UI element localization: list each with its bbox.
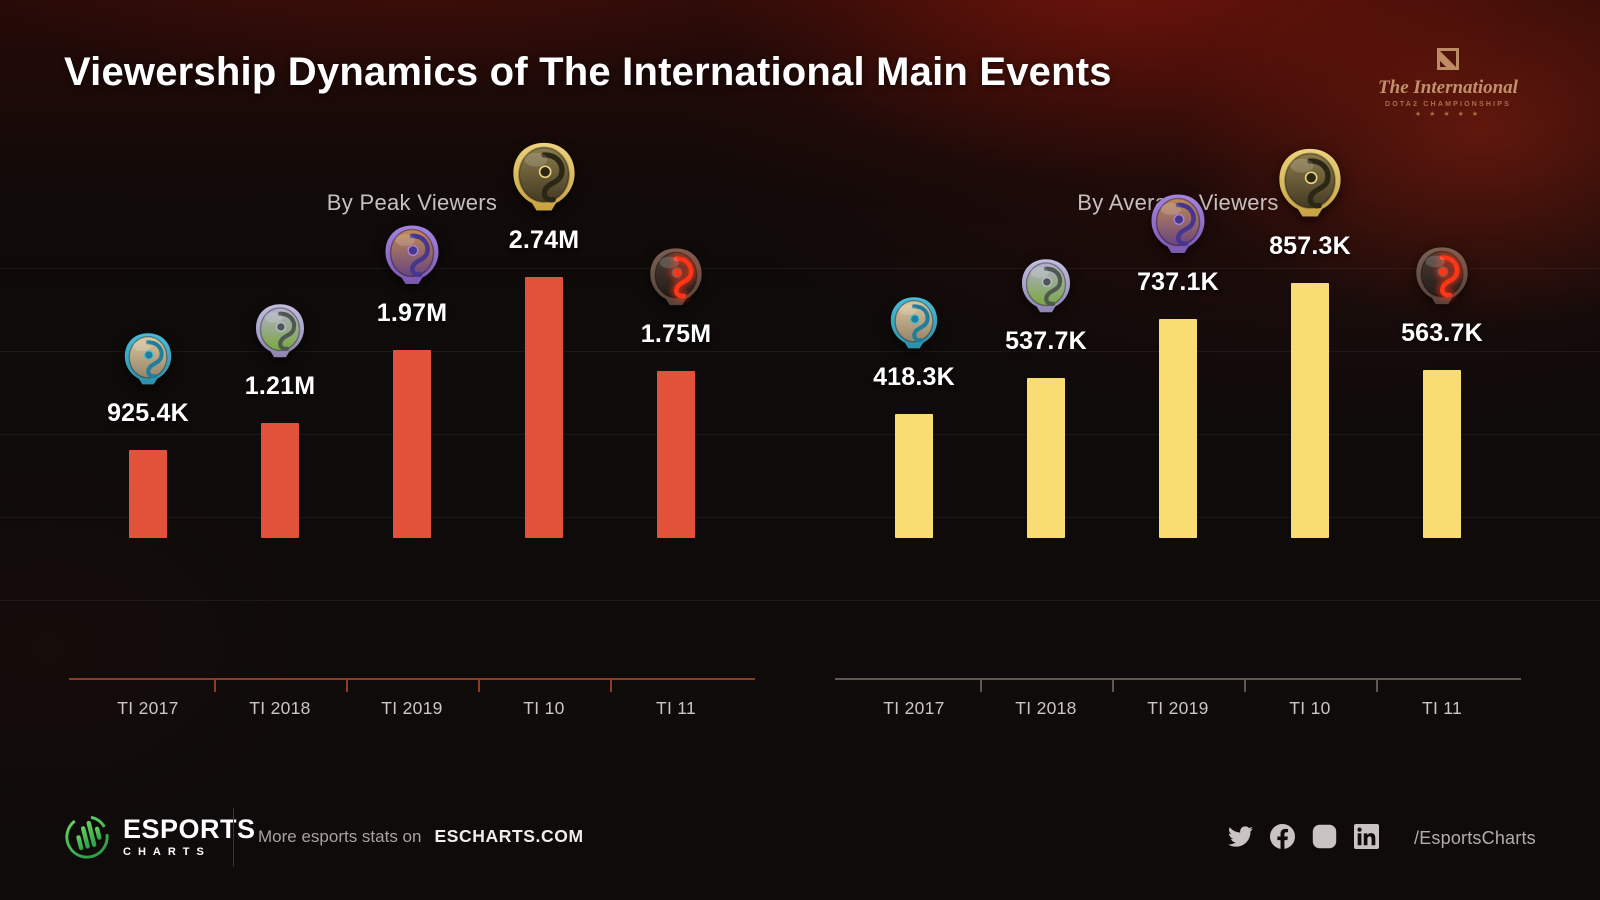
bar-group-ti-2017: 418.3K <box>848 295 980 538</box>
event-name-prefix: The <box>1378 77 1409 98</box>
axis-tick <box>478 680 480 692</box>
axis-tick <box>1244 680 1246 692</box>
bar-group-ti-2019: 1.97M <box>346 223 478 538</box>
x-axis-label: TI 2019 <box>381 698 443 718</box>
gridline <box>0 268 1600 269</box>
x-axis-labels: TI 2017 TI 2018 TI 2019 TI 10 TI 11 <box>82 698 742 719</box>
esports-charts-brand: ESPORTS CHARTS <box>64 814 256 860</box>
bar-group-ti-2019: 737.1K <box>1112 192 1244 538</box>
axis-tick <box>610 680 612 692</box>
x-axis-label: TI 11 <box>1421 698 1463 718</box>
event-name: The International <box>1378 78 1518 98</box>
event-subtitle: DOTA2 CHAMPIONSHIPS <box>1384 101 1512 108</box>
x-axis-label: TI 2017 <box>883 698 945 718</box>
bar <box>1291 283 1329 538</box>
dota2-logo-icon <box>1437 48 1459 70</box>
aegis-ti11-icon <box>645 246 707 308</box>
bar-group-ti-2018: 1.21M <box>214 302 346 538</box>
facebook-icon[interactable] <box>1270 823 1295 849</box>
bar-value-label: 1.21M <box>244 372 316 400</box>
gridline <box>0 434 1600 435</box>
bar-group-ti-11: 1.75M <box>610 246 742 538</box>
page-title: Viewership Dynamics of The International… <box>64 50 1112 94</box>
event-name-main: International <box>1413 77 1518 98</box>
average-viewers-chart: By Average Viewers 418.3K <box>835 0 1521 760</box>
aegis-ti2018-icon <box>251 302 309 360</box>
chart-subtitle-peak: By Peak Viewers <box>326 190 498 215</box>
axis-tick <box>1376 680 1378 692</box>
gridline <box>0 517 1600 518</box>
axis-tick <box>346 680 348 692</box>
twitter-icon[interactable] <box>1228 824 1253 849</box>
x-axis-label: TI 11 <box>655 698 697 718</box>
x-axis-line <box>69 678 755 680</box>
bar-value-label: 1.97M <box>376 299 448 327</box>
bar-value-label: 857.3K <box>1269 232 1351 260</box>
axis-tick <box>1112 680 1114 692</box>
bar <box>1027 378 1065 538</box>
bar-value-label: 537.7K <box>1005 327 1087 355</box>
bar-value-label: 418.3K <box>873 363 955 391</box>
brand-name-sub: CHARTS <box>123 846 211 858</box>
axis-tick <box>214 680 216 692</box>
bar <box>261 423 299 538</box>
event-stars: ★ ★ ★ ★ ★ <box>1414 111 1482 118</box>
x-axis-line <box>835 678 1521 680</box>
bar-group-ti-10: 2.74M <box>478 140 610 538</box>
bar-group-ti-11: 563.7K <box>1376 245 1508 538</box>
aegis-ti2019-icon <box>1146 192 1210 256</box>
bar-value-label: 737.1K <box>1137 268 1219 296</box>
gridline <box>0 600 1600 601</box>
x-axis-label: TI 2018 <box>1015 698 1077 718</box>
aegis-ti2019-icon <box>380 223 444 287</box>
bar-value-label: 563.7K <box>1401 319 1483 347</box>
escharts-site-link[interactable]: ESCHARTS.COM <box>434 826 584 846</box>
axis-tick <box>980 680 982 692</box>
x-axis-label: TI 2017 <box>117 698 179 718</box>
social-links <box>1228 823 1379 849</box>
footer-note-text: More esports stats on <box>258 827 422 846</box>
x-axis-label: TI 2018 <box>249 698 311 718</box>
footer: ESPORTS CHARTS More esports stats on ESC… <box>0 790 1600 900</box>
the-international-logo: The International DOTA2 CHAMPIONSHIPS ★ … <box>1378 48 1518 118</box>
bar <box>129 450 167 538</box>
average-bars-row: 418.3K 537.7K <box>848 82 1508 538</box>
footer-note: More esports stats on ESCHARTS.COM <box>258 826 584 847</box>
linkedin-icon[interactable] <box>1354 824 1379 849</box>
gridline <box>0 351 1600 352</box>
aegis-ti2017-icon <box>120 331 176 387</box>
footer-divider <box>233 808 234 866</box>
brand-name: ESPORTS <box>123 814 256 844</box>
bar <box>1423 370 1461 538</box>
peak-bars-row: 925.4K 1.21M <box>82 82 742 538</box>
aegis-ti2018-icon <box>1017 257 1075 315</box>
bar-value-label: 925.4K <box>107 399 189 427</box>
bar <box>393 350 431 538</box>
social-handle[interactable]: /EsportsCharts <box>1414 828 1536 848</box>
esports-charts-logo-icon <box>65 815 109 859</box>
bar <box>657 371 695 538</box>
bar <box>895 414 933 538</box>
aegis-ti11-icon <box>1411 245 1473 307</box>
bar <box>1159 319 1197 538</box>
x-axis-labels: TI 2017 TI 2018 TI 2019 TI 10 TI 11 <box>848 698 1508 719</box>
bar-group-ti-2017: 925.4K <box>82 331 214 538</box>
x-axis-label: TI 10 <box>523 698 565 718</box>
aegis-ti2017-icon <box>886 295 942 351</box>
bar-value-label: 2.74M <box>508 226 580 254</box>
bar-group-ti-10: 857.3K <box>1244 146 1376 538</box>
x-axis-label: TI 10 <box>1289 698 1331 718</box>
peak-viewers-chart: By Peak Viewers 925.4K <box>69 0 755 760</box>
bar <box>525 277 563 538</box>
instagram-icon[interactable] <box>1312 824 1337 849</box>
x-axis-label: TI 2019 <box>1147 698 1209 718</box>
aegis-ti10-icon <box>1273 146 1347 220</box>
aegis-ti10-icon <box>507 140 581 214</box>
bar-value-label: 1.75M <box>640 320 712 348</box>
bar-group-ti-2018: 537.7K <box>980 257 1112 538</box>
